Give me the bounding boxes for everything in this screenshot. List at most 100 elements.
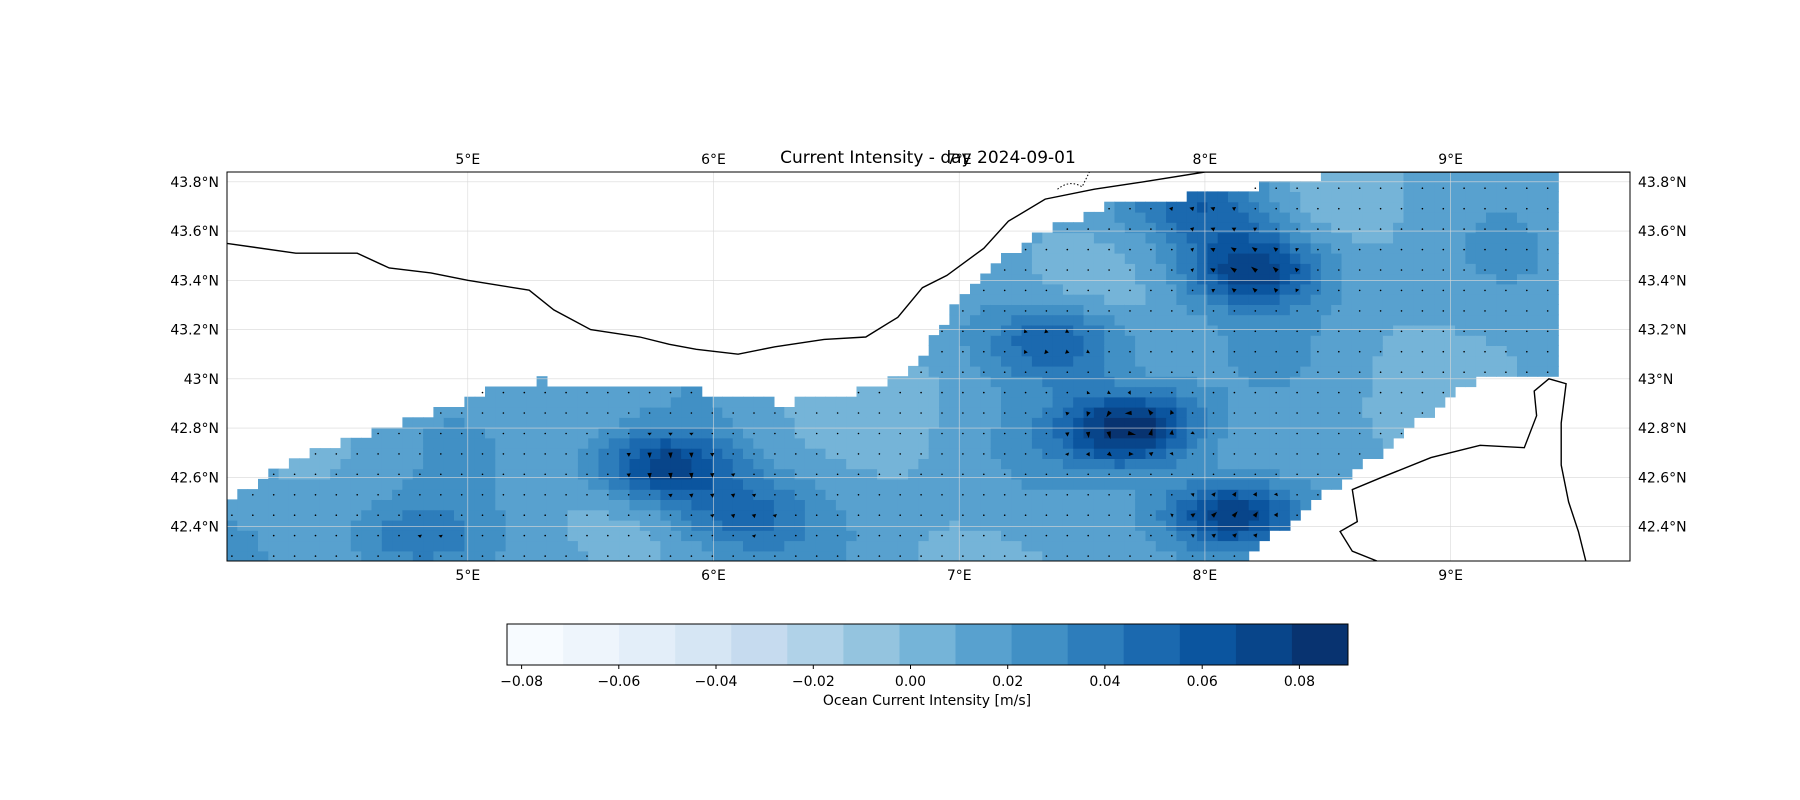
arrow-marker — [899, 494, 901, 496]
grid-cell — [1393, 376, 1404, 388]
grid-cell — [1362, 191, 1374, 203]
grid-cell — [1496, 304, 1508, 316]
grid-cell — [1259, 181, 1270, 192]
grid-cell — [474, 458, 486, 470]
grid-cell — [794, 519, 806, 531]
arrow-marker — [1421, 269, 1424, 271]
arrow-marker — [502, 391, 505, 394]
grid-cell — [804, 509, 816, 521]
grid-cell — [1310, 407, 1322, 418]
grid-cell — [856, 437, 868, 449]
grid-cell — [619, 417, 631, 429]
grid-cell — [1031, 324, 1043, 336]
grid-cell — [1176, 468, 1188, 480]
grid-cell — [1362, 324, 1374, 336]
grid-cell — [1166, 345, 1177, 357]
grid-cell — [629, 519, 641, 531]
grid-cell — [1238, 376, 1250, 388]
arrow-marker — [1296, 371, 1298, 374]
grid-cell — [567, 489, 579, 500]
grid-cell — [743, 396, 754, 408]
grid-cell — [1217, 478, 1229, 490]
grid-cell — [949, 324, 961, 336]
grid-cell — [1093, 294, 1105, 305]
grid-cell — [1093, 509, 1105, 521]
arrow-marker — [1338, 371, 1340, 374]
grid-cell — [1093, 273, 1105, 285]
arrow-marker — [1087, 371, 1089, 374]
grid-cell — [1372, 448, 1384, 459]
arrow-marker — [711, 412, 714, 414]
grid-cell — [639, 509, 651, 521]
grid-cell — [381, 509, 393, 521]
arrow-marker — [1107, 390, 1111, 395]
grid-cell — [1310, 365, 1322, 377]
grid-cell — [1155, 489, 1167, 500]
grid-cell — [577, 509, 589, 521]
arrow-marker — [1190, 534, 1195, 538]
grid-cell — [939, 396, 950, 408]
grid-cell — [1114, 407, 1126, 418]
grid-cell — [1104, 335, 1116, 346]
grid-cell — [1197, 294, 1208, 305]
grid-cell — [1496, 345, 1508, 357]
grid-cell — [887, 478, 899, 490]
grid-cell — [1403, 335, 1415, 346]
grid-cell — [1393, 304, 1404, 316]
arrow-marker — [314, 514, 317, 516]
colorbar-label: Ocean Current Intensity [m/s] — [823, 693, 1031, 709]
arrow-marker — [1379, 310, 1382, 312]
arrow-marker — [836, 432, 839, 435]
arrow-marker — [1129, 350, 1131, 353]
grid-cell — [1382, 365, 1394, 377]
grid-cell — [866, 437, 878, 449]
grid-cell — [1135, 519, 1146, 531]
grid-cell — [1403, 365, 1415, 377]
arrow-marker — [1505, 310, 1507, 312]
lat-tick-label-left: 43.6°N — [170, 224, 219, 240]
grid-cell — [1486, 253, 1497, 264]
arrow-marker — [710, 514, 715, 518]
grid-cell — [1248, 191, 1260, 203]
grid-cell — [1217, 499, 1229, 511]
grid-cell — [773, 448, 785, 459]
arrow-marker — [1065, 411, 1070, 416]
grid-cell — [1465, 365, 1477, 377]
arrow-marker — [795, 534, 797, 537]
grid-cell — [650, 468, 661, 480]
grid-cell — [1424, 376, 1435, 388]
grid-cell — [1486, 314, 1497, 326]
grid-cell — [1310, 294, 1322, 305]
arrow-marker — [983, 555, 985, 557]
grid-cell — [1269, 458, 1281, 470]
grid-cell — [505, 509, 517, 521]
arrow-marker — [1358, 187, 1361, 189]
grid-cell — [959, 407, 971, 418]
grid-cell — [1269, 335, 1281, 346]
grid-cell — [1217, 427, 1229, 439]
arrow-marker — [1233, 412, 1236, 414]
grid-cell — [536, 437, 548, 449]
arrow-marker — [335, 534, 338, 537]
grid-cell — [1527, 355, 1539, 367]
grid-cell — [804, 437, 816, 449]
grid-cell — [1341, 417, 1353, 429]
grid-cell — [454, 417, 465, 429]
arrow-marker — [417, 534, 422, 538]
grid-cell — [939, 519, 950, 531]
grid-cell — [1062, 386, 1074, 398]
arrow-marker — [1358, 269, 1361, 271]
arrow-marker — [293, 555, 296, 557]
grid-cell — [1269, 201, 1281, 213]
grid-cell — [639, 458, 651, 470]
grid-cell — [1238, 396, 1250, 408]
grid-cell — [1537, 211, 1549, 223]
lat-tick-label-left: 43.8°N — [170, 175, 219, 191]
grid-cell — [1114, 509, 1126, 521]
grid-cell — [1228, 222, 1239, 234]
grid-cell — [412, 478, 424, 490]
grid-cell — [1465, 191, 1477, 203]
grid-cell — [1362, 211, 1374, 223]
grid-cell — [237, 489, 249, 500]
grid-cell — [959, 345, 971, 357]
